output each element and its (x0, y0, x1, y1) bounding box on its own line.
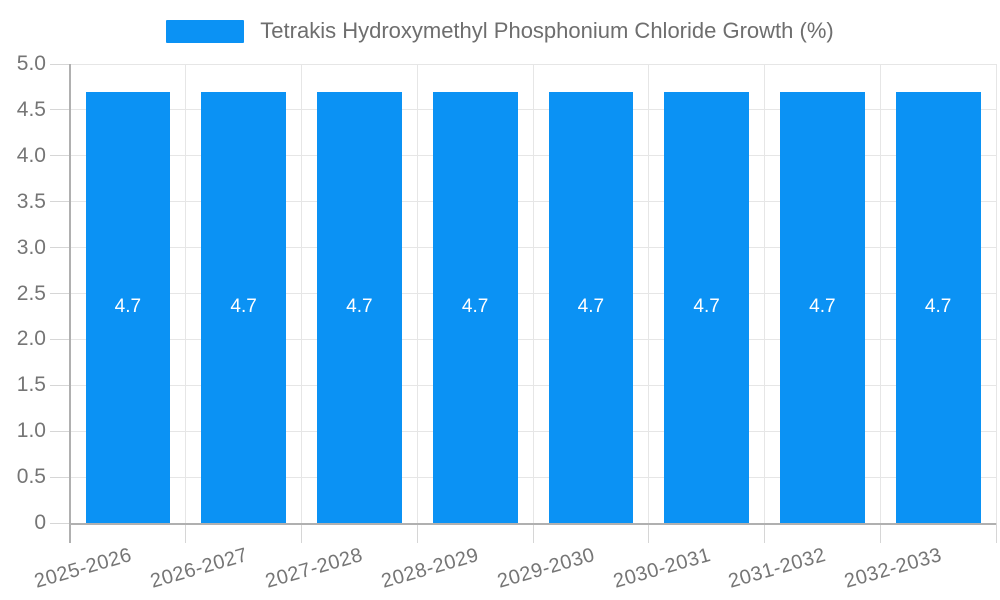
x-tick (301, 523, 302, 543)
x-tick (879, 523, 881, 543)
y-tick-label: 1.0 (16, 419, 46, 443)
bar[interactable] (432, 91, 518, 523)
bar-value-label: 4.7 (461, 296, 489, 318)
y-tick (50, 201, 70, 203)
x-tick (185, 523, 187, 543)
bar-value-label: 4.7 (114, 296, 142, 318)
y-tick-label: 4.5 (16, 97, 46, 121)
y-tick (50, 109, 70, 111)
y-tick (50, 155, 70, 157)
bar[interactable] (85, 91, 171, 523)
y-tick (50, 522, 70, 524)
x-grid-line (995, 64, 997, 523)
x-grid-line (532, 64, 534, 523)
x-grid-line (879, 64, 881, 523)
bar-value-label: 4.7 (577, 296, 605, 318)
bar-value-label: 4.7 (693, 296, 720, 318)
bar-value-label: 4.7 (809, 296, 836, 318)
legend-label: Tetrakis Hydroxymethyl Phosphonium Chlor… (260, 18, 834, 43)
x-grid-line (301, 64, 302, 523)
bar[interactable] (201, 91, 286, 523)
y-tick-label: 0 (34, 511, 46, 534)
bar-value-label: 4.7 (346, 296, 373, 318)
y-tick (50, 293, 70, 294)
y-tick (50, 476, 70, 478)
x-grid-line (764, 64, 765, 523)
bar[interactable] (317, 91, 402, 523)
y-tick (50, 430, 70, 432)
x-axis-line (70, 523, 996, 525)
y-tick-label: 0.5 (16, 465, 46, 489)
x-tick (648, 523, 650, 543)
bar[interactable] (664, 91, 749, 523)
y-tick-label: 5.0 (16, 52, 46, 75)
y-tick-label: 1.5 (16, 373, 46, 397)
x-tick (416, 523, 418, 543)
bar[interactable] (548, 91, 634, 523)
y-tick-label: 2.0 (16, 327, 46, 351)
legend[interactable]: Tetrakis Hydroxymethyl Phosphonium Chlor… (0, 15, 1000, 47)
y-axis-line (69, 64, 71, 543)
x-grid-line (416, 64, 418, 523)
y-tick (50, 63, 70, 65)
x-tick (995, 523, 997, 543)
y-tick-label: 2.5 (16, 281, 46, 305)
y-tick (50, 384, 70, 386)
y-tick (50, 338, 70, 340)
y-tick-label: 4.0 (16, 143, 46, 167)
y-tick (50, 247, 70, 249)
x-grid-line (648, 64, 650, 523)
x-tick (764, 523, 765, 543)
y-tick-label: 3.0 (16, 235, 46, 259)
bar-value-label: 4.7 (924, 296, 952, 318)
x-tick (532, 523, 534, 543)
bar[interactable] (780, 91, 865, 523)
bar-value-label: 4.7 (230, 296, 257, 318)
y-tick-label: 3.5 (16, 189, 46, 213)
x-grid-line (185, 64, 187, 523)
bar[interactable] (895, 91, 981, 523)
legend-swatch (166, 19, 245, 43)
